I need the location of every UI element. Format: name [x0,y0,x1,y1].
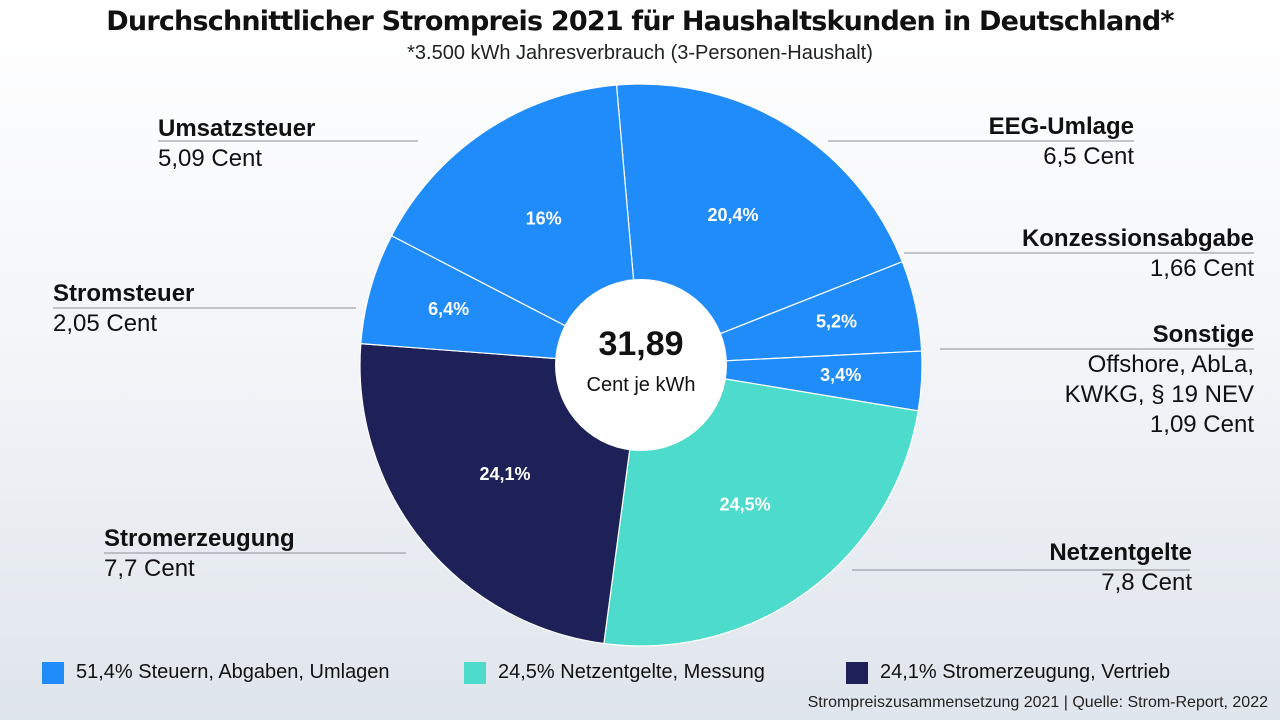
label-konzession-name: Konzessionsabgabe [1021,225,1254,252]
legend-item-erzeugung: 24,1% Stromerzeugung, Vertrieb [846,661,1170,684]
center-unit: Cent je kWh [587,374,696,396]
label-stromerzeugung-value: 7,7 Cent [104,555,195,582]
label-stromsteuer: Stromsteuer 2,05 Cent [53,279,194,339]
legend-label-netz: 24,5% Netzentgelte, Messung [498,661,765,683]
label-umsatzsteuer-value: 5,09 Cent [158,145,263,172]
chart-title: Durchschnittlicher Strompreis 2021 für H… [106,6,1174,37]
slice-label-stromerzeugung: 24,1% [479,464,530,484]
legend-swatch-erzeugung [846,661,868,684]
center-hole [555,279,727,451]
pie-slice-umsatzsteuer [390,84,642,367]
slice-label-stromsteuer: 6,4% [428,299,469,319]
label-eeg-value: 6,5 Cent [1043,143,1134,170]
label-stromerzeugung: Stromerzeugung 7,7 Cent [104,524,295,584]
label-eeg: EEG-Umlage 6,5 Cent [989,112,1134,172]
slice-label-sonstige: 3,4% [820,365,861,385]
source-footer: Strompreiszusammensetzung 2021 | Quelle:… [807,694,1268,711]
label-umsatzsteuer: Umsatzsteuer 5,09 Cent [158,114,315,174]
label-eeg-name: EEG-Umlage [988,113,1134,140]
label-netz-value: 7,8 Cent [1101,569,1192,596]
label-sonstige-name: Sonstige [1152,321,1254,348]
label-sonstige-value: Offshore, AbLa, KWKG, § 19 NEV 1,09 Cent [1064,351,1254,438]
label-netz: Netzentgelte 7,8 Cent [1049,538,1192,598]
label-sonstige: Sonstige Offshore, AbLa, KWKG, § 19 NEV … [1065,320,1254,440]
legend-swatch-steuern [42,661,64,684]
label-netz-name: Netzentgelte [1049,539,1192,566]
label-umsatzsteuer-name: Umsatzsteuer [158,115,316,142]
label-stromsteuer-name: Stromsteuer [53,280,195,307]
legend-label-steuern: 51,4% Steuern, Abgaben, Umlagen [76,661,390,683]
legend-item-steuern: 51,4% Steuern, Abgaben, Umlagen [42,661,390,684]
legend-label-erzeugung: 24,1% Stromerzeugung, Vertrieb [880,661,1171,683]
chart-subtitle: *3.500 kWh Jahresverbrauch (3-Personen-H… [407,42,873,64]
label-konzession-value: 1,66 Cent [1149,255,1254,282]
label-stromsteuer-value: 2,05 Cent [53,310,158,337]
slice-label-netzentgelte: 24,5% [720,494,771,514]
legend-item-netz: 24,5% Netzentgelte, Messung [464,661,765,684]
slice-label-umsatzsteuer: 16% [526,208,562,228]
pie-slice-stromerzeugung [359,342,642,645]
label-konzession: Konzessionsabgabe 1,66 Cent [1022,224,1254,284]
center-value: 31,89 [598,325,683,363]
slice-label-eeg-umlage: 20,4% [707,205,758,225]
label-stromerzeugung-name: Stromerzeugung [104,525,295,552]
slice-label-konzessionsabgabe: 5,2% [816,311,857,331]
legend-swatch-netz [464,661,486,684]
